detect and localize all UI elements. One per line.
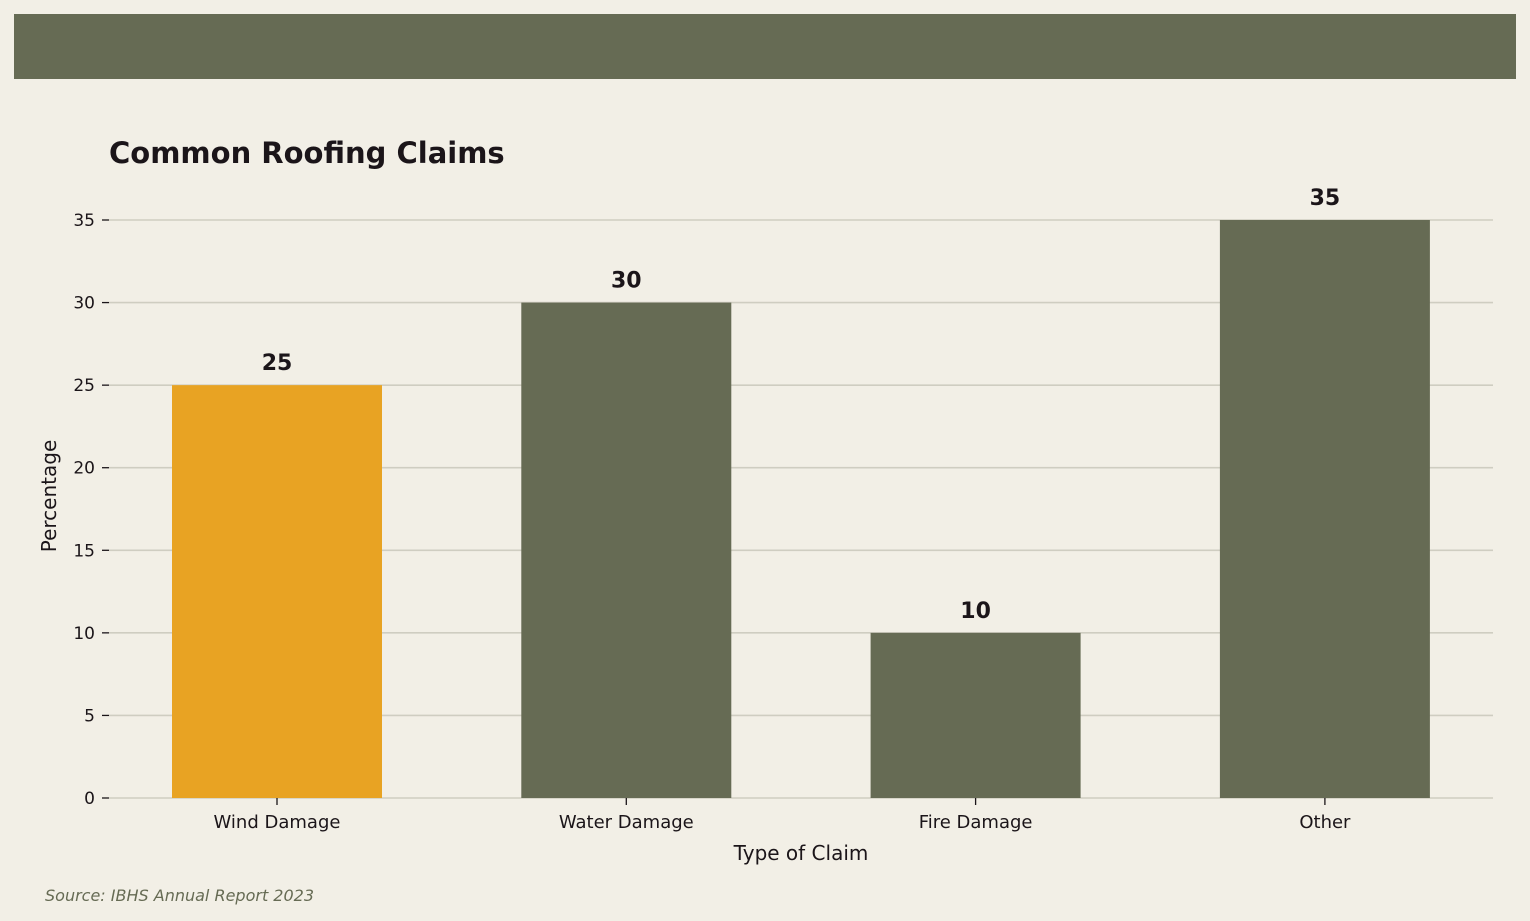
- y-tick-label: 20: [73, 459, 95, 479]
- bar-wind-damage: [172, 385, 382, 798]
- y-tick-label: 25: [73, 376, 95, 396]
- bar-other: [1219, 220, 1430, 798]
- data-label: 35: [1310, 186, 1341, 211]
- chart-title: Common Roofing Claims: [109, 136, 505, 170]
- y-tick-label: 30: [73, 294, 95, 314]
- data-labels: 25 30 10 35: [262, 186, 1341, 624]
- y-axis-title: Percentage: [37, 440, 61, 553]
- data-label: 25: [262, 351, 293, 376]
- bar-water-damage: [521, 302, 732, 798]
- y-tick-label: 0: [84, 789, 95, 809]
- bar-fire-damage: [870, 632, 1081, 798]
- bars: [172, 220, 1430, 798]
- x-axis-title: Type of Claim: [733, 841, 869, 865]
- header-band: [14, 14, 1516, 79]
- y-tick-label: 35: [73, 211, 95, 231]
- y-tick-label: 15: [73, 541, 95, 561]
- x-tick-label: Fire Damage: [919, 812, 1033, 833]
- x-tick-label: Wind Damage: [214, 812, 341, 833]
- x-axis: Wind Damage Water Damage Fire Damage Other: [214, 798, 1351, 833]
- source-note: Source: IBHS Annual Report 2023: [45, 886, 315, 905]
- data-label: 10: [960, 599, 991, 624]
- x-tick-label: Water Damage: [559, 812, 694, 833]
- data-label: 30: [611, 269, 642, 294]
- y-tick-label: 10: [73, 624, 95, 644]
- y-tick-label: 5: [84, 706, 95, 726]
- y-axis: 0 5 10 15 20 25 30 35: [73, 211, 109, 809]
- x-tick-label: Other: [1299, 812, 1351, 833]
